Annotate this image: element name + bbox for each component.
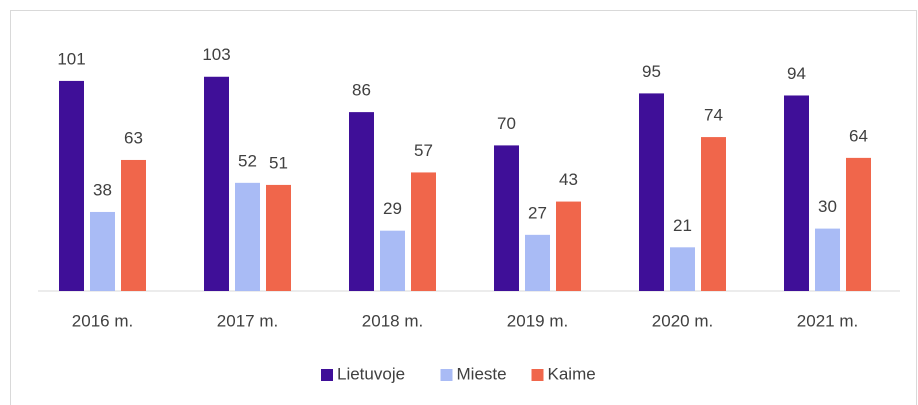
bar — [204, 76, 229, 291]
bar — [349, 112, 374, 292]
data-label: 64 — [849, 126, 868, 145]
bar — [701, 137, 726, 291]
bar — [59, 80, 84, 291]
bar — [525, 234, 550, 291]
bar — [121, 159, 146, 291]
bar — [639, 93, 664, 292]
data-label: 103 — [202, 45, 230, 64]
bar — [266, 184, 291, 291]
bar — [380, 230, 405, 291]
legend-swatch — [440, 369, 453, 381]
data-label: 95 — [642, 62, 661, 81]
bar — [815, 228, 840, 291]
x-tick-label: 2020 m. — [652, 311, 713, 330]
legend-swatch — [321, 369, 333, 381]
bar — [670, 247, 695, 291]
data-label: 63 — [124, 128, 143, 147]
data-label: 74 — [704, 106, 723, 125]
data-label: 43 — [559, 170, 578, 189]
x-tick-label: 2021 m. — [797, 311, 858, 330]
data-label: 29 — [383, 199, 402, 218]
data-label: 52 — [238, 151, 257, 170]
data-label: 51 — [269, 153, 288, 172]
data-label: 27 — [528, 203, 547, 222]
data-label: 57 — [414, 141, 433, 160]
bar — [494, 145, 519, 291]
bar — [556, 201, 581, 291]
legend-label: Mieste — [457, 364, 507, 383]
bar — [235, 182, 260, 291]
bar — [846, 157, 871, 291]
data-label: 30 — [818, 197, 837, 216]
legend-swatch — [531, 369, 544, 381]
data-label: 38 — [93, 180, 112, 199]
bar — [90, 211, 115, 291]
data-label: 86 — [352, 81, 371, 100]
data-label: 101 — [57, 49, 85, 68]
x-tick-label: 2017 m. — [217, 311, 278, 330]
x-tick-label: 2019 m. — [507, 311, 568, 330]
x-tick-label: 2016 m. — [72, 311, 133, 330]
data-label: 70 — [497, 114, 516, 133]
legend-label: Kaime — [548, 364, 596, 383]
x-tick-label: 2018 m. — [362, 311, 423, 330]
legend-label: Lietuvoje — [337, 364, 405, 383]
bar — [411, 172, 436, 291]
bar — [784, 95, 809, 291]
data-label: 21 — [673, 216, 692, 235]
chart-border — [10, 10, 917, 405]
data-label: 94 — [787, 64, 806, 83]
